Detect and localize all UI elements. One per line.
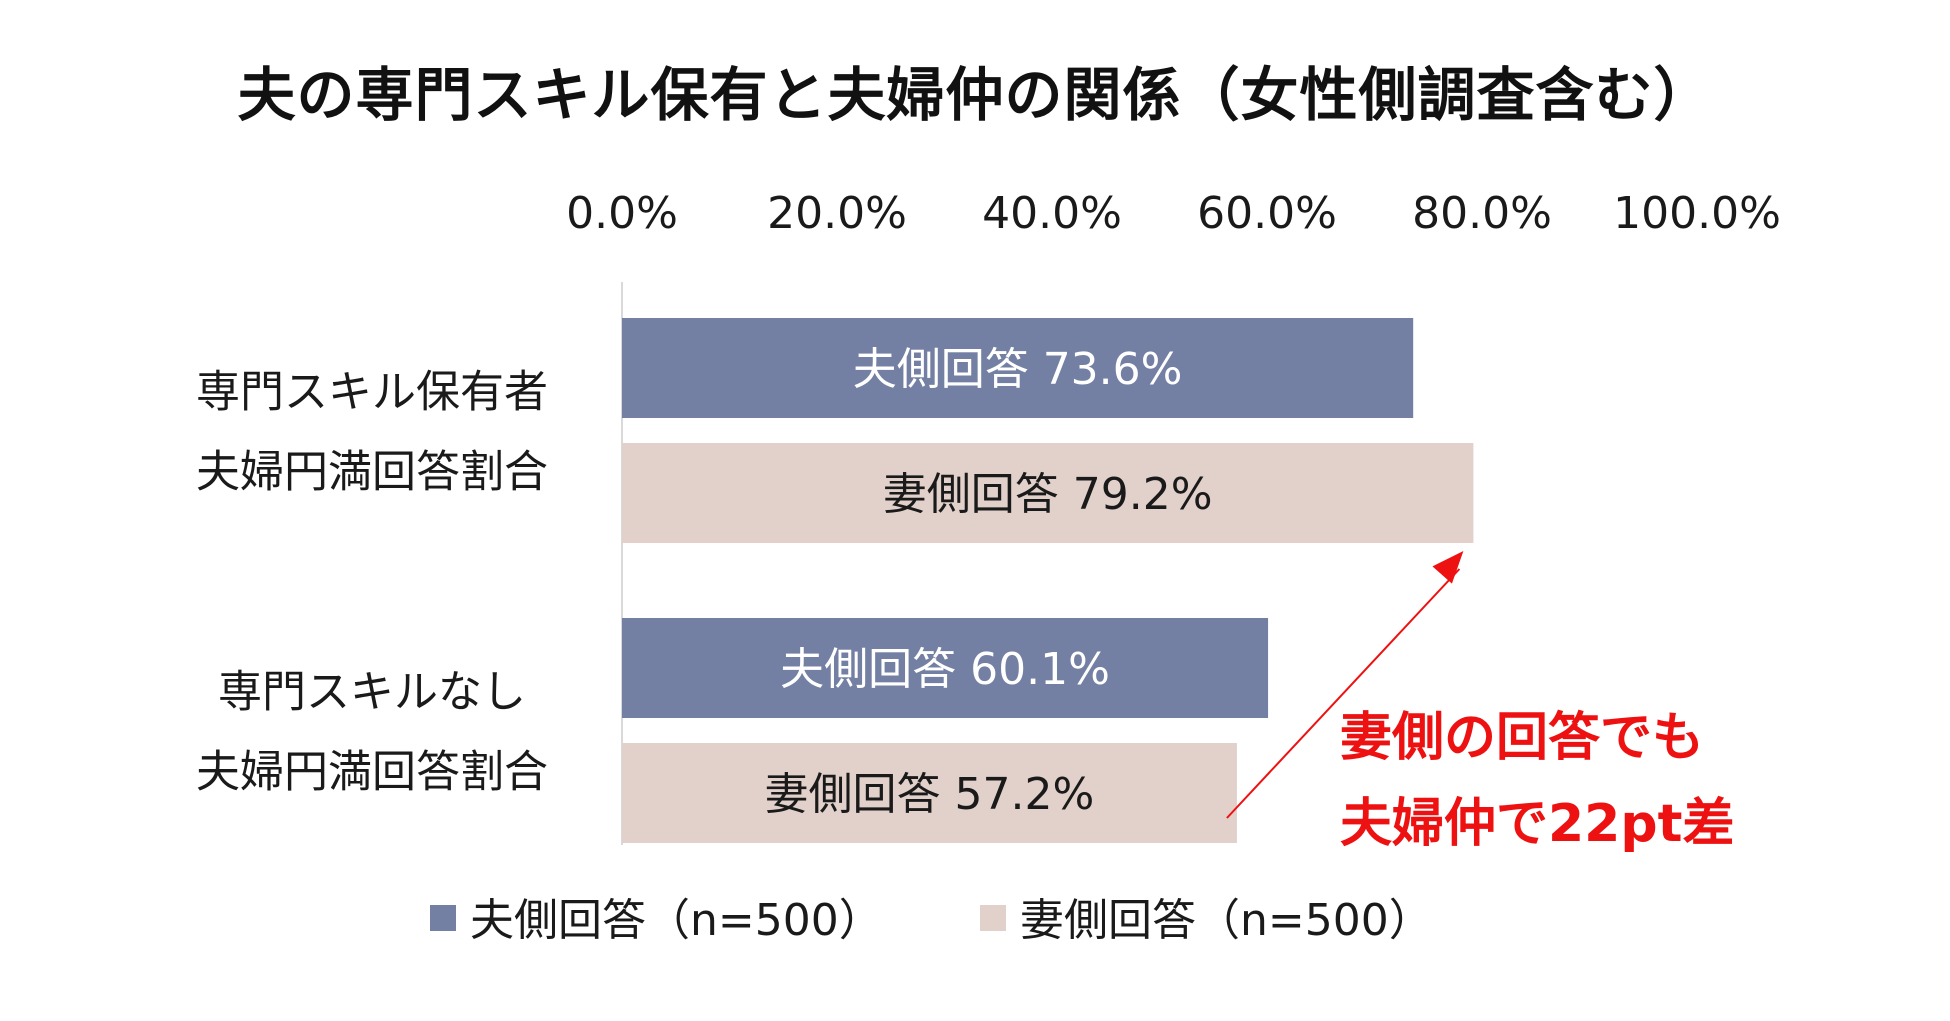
annotation-arrow-line [1226, 568, 1461, 819]
category-label: 専門スキル保有者 [196, 367, 548, 418]
x-tick-label: 60.0% [1197, 188, 1337, 239]
bar-data-label: 妻側回答 79.2% [883, 469, 1213, 520]
x-tick-label: 40.0% [982, 188, 1122, 239]
husband-bar [622, 318, 1414, 418]
legend-swatch-husband [430, 905, 456, 931]
annotation-text: 夫婦仲で22pt差 [1340, 794, 1734, 854]
bar-data-label: 夫側回答 73.6% [853, 344, 1183, 395]
x-tick-label: 0.0% [566, 188, 678, 239]
annotation-text: 妻側の回答でも [1340, 708, 1704, 768]
husband-bar [622, 618, 1269, 718]
wife-bar [622, 443, 1474, 543]
legend-swatch-wife [980, 905, 1006, 931]
category-label: 専門スキルなし [218, 667, 526, 718]
chart-title: 夫の専門スキル保有と夫婦仲の関係（女性側調査含む） [237, 61, 1713, 129]
legend-label: 夫側回答（n=500） [470, 895, 883, 946]
annotation-arrowhead-icon [1432, 551, 1464, 584]
x-tick-label: 80.0% [1412, 188, 1552, 239]
bar-data-label: 夫側回答 60.1% [780, 644, 1110, 695]
category-label: 夫婦円満回答割合 [196, 447, 548, 498]
x-tick-label: 100.0% [1613, 188, 1781, 239]
x-tick-label: 20.0% [767, 188, 907, 239]
wife-bar [622, 743, 1237, 843]
legend-label: 妻側回答（n=500） [1020, 895, 1433, 946]
category-label: 夫婦円満回答割合 [196, 747, 548, 798]
bar-data-label: 妻側回答 57.2% [765, 769, 1095, 820]
